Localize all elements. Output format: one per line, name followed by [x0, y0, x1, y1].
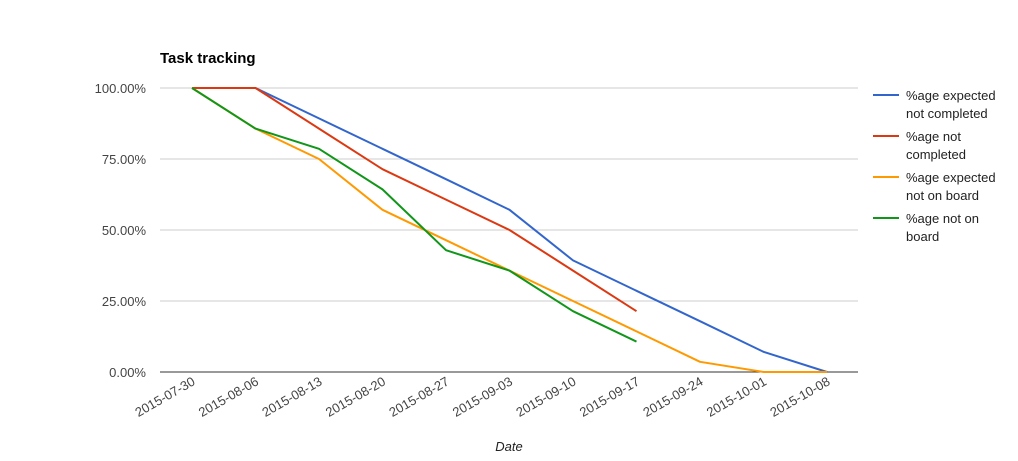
series-lines	[191, 87, 828, 373]
x-tick-label: 2015-09-17	[577, 374, 642, 420]
x-tick-label: 2015-10-01	[704, 374, 769, 420]
x-tick-label: 2015-08-13	[259, 374, 324, 420]
x-tick-label: 2015-10-08	[767, 374, 832, 420]
y-tick-label: 0.00%	[109, 365, 146, 380]
x-axis-ticks: 2015-07-302015-08-062015-08-132015-08-20…	[132, 374, 832, 420]
y-tick-label: 75.00%	[102, 152, 147, 167]
x-tick-label: 2015-08-06	[196, 374, 261, 420]
series-line-1	[192, 87, 828, 373]
y-tick-label: 50.00%	[102, 223, 147, 238]
legend: %age expected not completed %age not comple…	[873, 88, 996, 244]
x-tick-label: 2015-07-30	[132, 374, 197, 420]
y-axis-ticks: 0.00% 25.00% 50.00% 75.00% 100.00%	[95, 81, 147, 380]
legend-label: %age expected not on board	[906, 170, 996, 203]
legend-label: %age not on board	[906, 211, 979, 244]
x-tick-label: 2015-09-03	[450, 374, 515, 420]
legend-label: %age not completed	[906, 129, 966, 162]
x-tick-label: 2015-09-24	[640, 374, 705, 420]
x-tick-label: 2015-09-10	[513, 374, 578, 420]
series-line-2	[192, 87, 638, 313]
x-axis-title: Date	[495, 439, 522, 454]
series-line-4	[191, 87, 637, 343]
x-tick-label: 2015-08-20	[323, 374, 388, 420]
x-tick-label: 2015-08-27	[386, 374, 451, 420]
chart-title: Task tracking	[160, 50, 256, 67]
y-tick-label: 100.00%	[95, 81, 147, 96]
legend-label: %age expected not completed	[906, 88, 996, 121]
y-tick-label: 25.00%	[102, 294, 147, 309]
